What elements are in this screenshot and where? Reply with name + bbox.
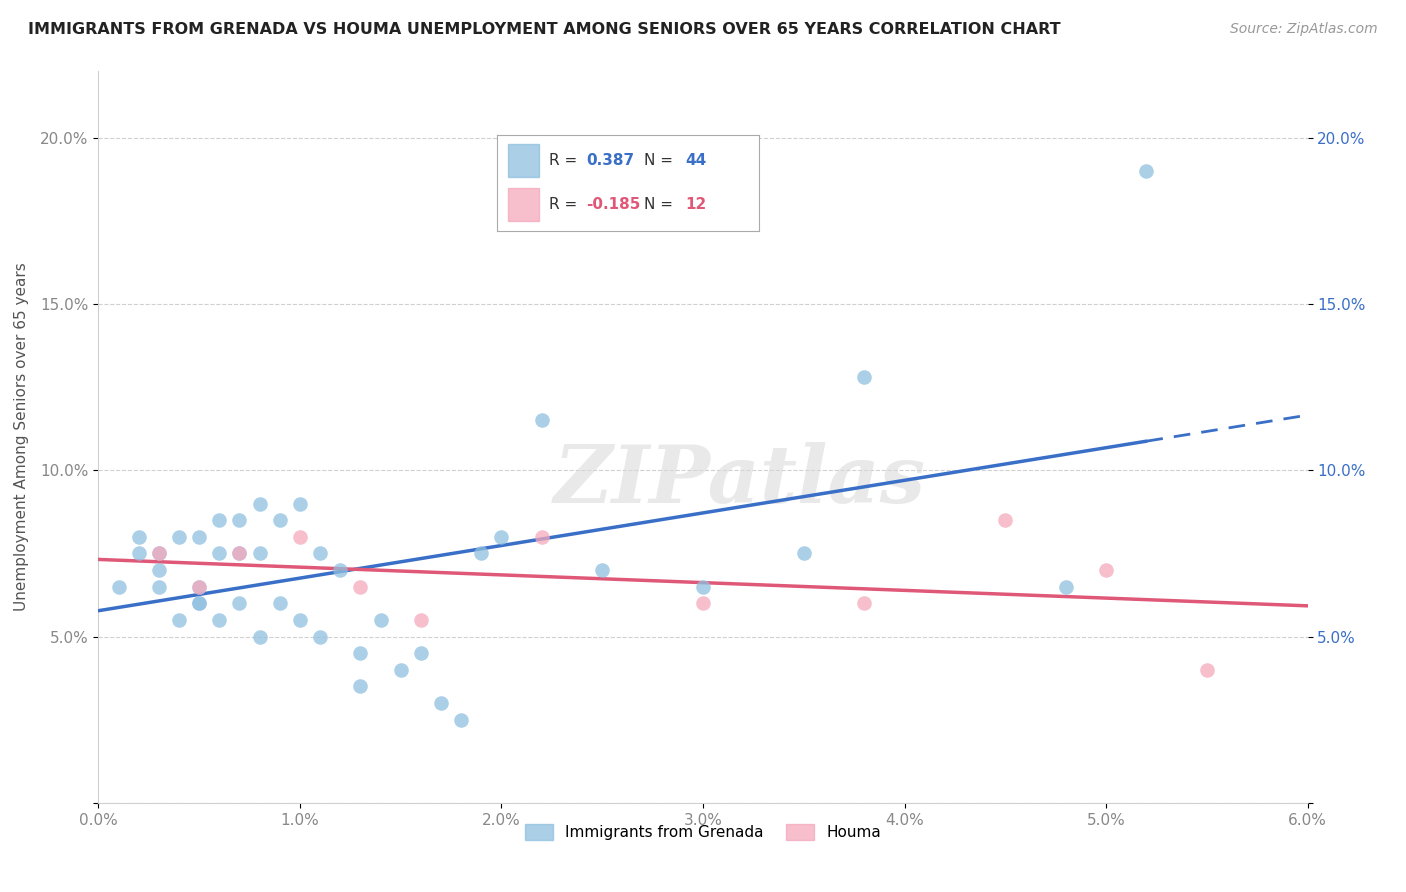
Text: IMMIGRANTS FROM GRENADA VS HOUMA UNEMPLOYMENT AMONG SENIORS OVER 65 YEARS CORREL: IMMIGRANTS FROM GRENADA VS HOUMA UNEMPLO… <box>28 22 1060 37</box>
Point <box>409 646 432 660</box>
Point <box>329 563 352 577</box>
Point <box>389 663 412 677</box>
Point <box>208 613 231 627</box>
Point <box>491 530 513 544</box>
Text: N =: N = <box>644 197 678 212</box>
Point <box>128 530 150 544</box>
Point <box>228 546 250 560</box>
Point <box>167 613 190 627</box>
Point <box>591 563 613 577</box>
Point <box>208 513 231 527</box>
Point <box>269 596 291 610</box>
Point <box>228 546 250 560</box>
Point <box>370 613 392 627</box>
Point <box>450 713 472 727</box>
Point <box>793 546 815 560</box>
Point <box>188 596 211 610</box>
Point <box>349 680 371 694</box>
Point <box>430 696 453 710</box>
Point <box>288 613 311 627</box>
Point <box>188 580 211 594</box>
Point <box>228 513 250 527</box>
Text: 44: 44 <box>686 153 707 168</box>
Point <box>188 530 211 544</box>
Text: 12: 12 <box>686 197 707 212</box>
Point <box>128 546 150 560</box>
Point <box>107 580 129 594</box>
Point <box>309 630 332 644</box>
Text: -0.185: -0.185 <box>586 197 641 212</box>
Point <box>167 530 190 544</box>
Text: N =: N = <box>644 153 678 168</box>
Point <box>853 596 876 610</box>
Point <box>349 646 371 660</box>
Point <box>994 513 1017 527</box>
Point <box>349 580 371 594</box>
Y-axis label: Unemployment Among Seniors over 65 years: Unemployment Among Seniors over 65 years <box>14 263 30 611</box>
Point <box>188 580 211 594</box>
Point <box>249 630 271 644</box>
Point <box>1135 164 1157 178</box>
Point <box>1054 580 1077 594</box>
Point <box>148 563 170 577</box>
Point <box>1095 563 1118 577</box>
Point <box>692 596 714 610</box>
Text: Source: ZipAtlas.com: Source: ZipAtlas.com <box>1230 22 1378 37</box>
Point <box>288 497 311 511</box>
Point <box>470 546 492 560</box>
Point <box>530 413 553 427</box>
Point <box>269 513 291 527</box>
Text: R =: R = <box>550 197 582 212</box>
Point <box>1195 663 1218 677</box>
Point <box>249 546 271 560</box>
Text: 0.387: 0.387 <box>586 153 634 168</box>
Point <box>409 613 432 627</box>
Point <box>288 530 311 544</box>
Point <box>853 370 876 384</box>
Point <box>148 546 170 560</box>
Point <box>692 580 714 594</box>
Point <box>148 580 170 594</box>
Text: ZIPatlas: ZIPatlas <box>553 442 925 520</box>
Point <box>228 596 250 610</box>
Bar <box>508 188 538 221</box>
Point <box>249 497 271 511</box>
Point <box>309 546 332 560</box>
Text: R =: R = <box>550 153 582 168</box>
Point <box>530 530 553 544</box>
Point <box>208 546 231 560</box>
Legend: Immigrants from Grenada, Houma: Immigrants from Grenada, Houma <box>519 817 887 847</box>
Bar <box>508 145 538 177</box>
Point <box>188 596 211 610</box>
Point <box>148 546 170 560</box>
